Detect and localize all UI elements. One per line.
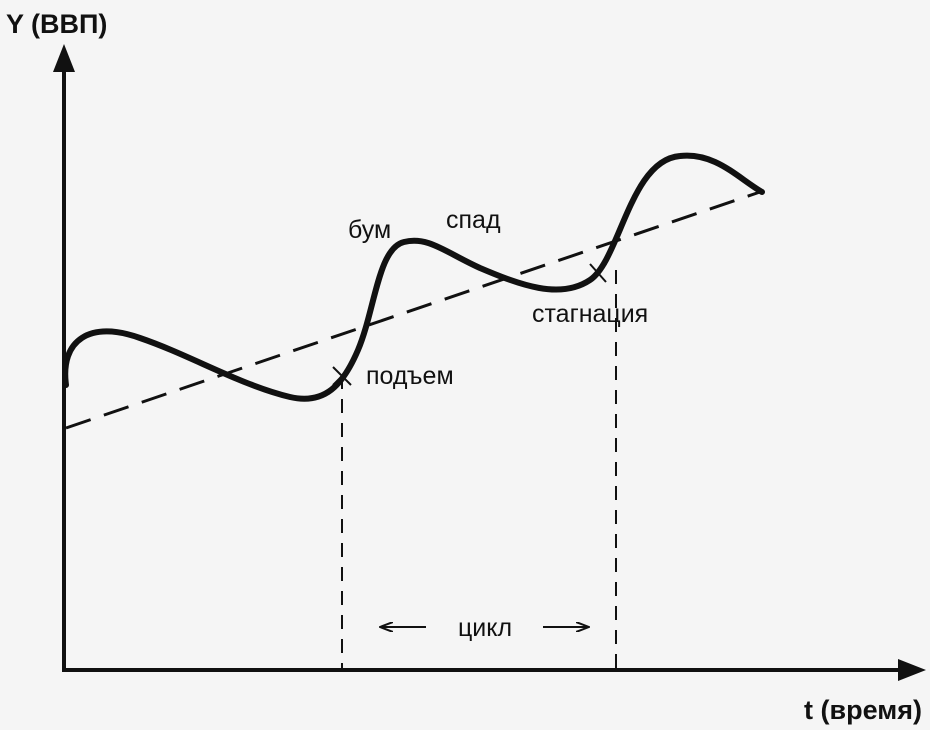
rise-point-cross-icon xyxy=(332,366,352,386)
boom-label: бум xyxy=(348,216,391,244)
stagnation-point-cross-icon xyxy=(589,263,607,283)
x-axis-label: t (время) xyxy=(804,695,922,725)
x-axis-arrow-icon xyxy=(898,659,926,681)
y-axis-label: Y (ВВП) xyxy=(6,9,107,39)
y-axis-arrow-icon xyxy=(53,44,75,72)
decline-label: спад xyxy=(446,206,501,234)
stagnation-label: стагнация xyxy=(532,300,648,328)
gdp-curve xyxy=(62,152,765,402)
rise-label: подъем xyxy=(366,362,454,390)
cycle-label: цикл xyxy=(458,614,512,642)
trend-line xyxy=(65,190,761,430)
